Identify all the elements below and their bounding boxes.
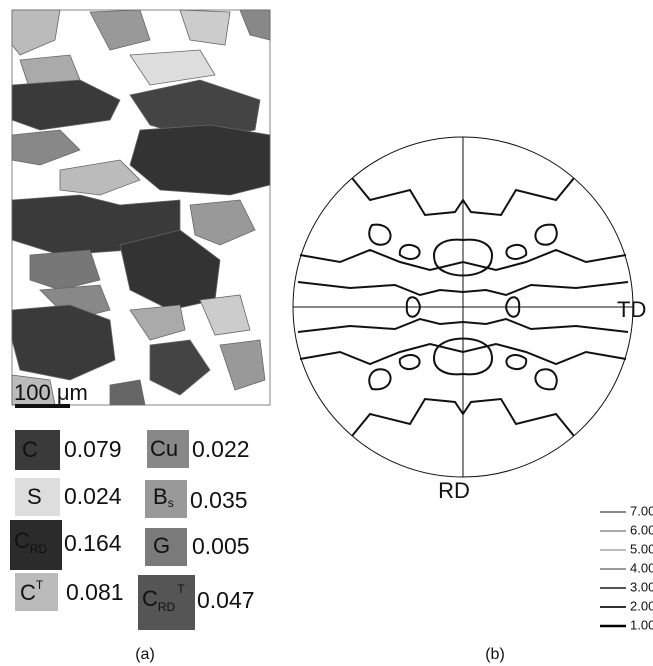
legend-value: 0.022 (192, 436, 250, 462)
text-part: RD (158, 600, 176, 614)
contour-level: 5.000 (630, 541, 653, 556)
legend-label: S (27, 484, 42, 509)
text-part: B (153, 484, 168, 509)
figure: 100 μm C 0.079 Cu 0.022 S 0.024 Bs 0.035… (0, 0, 653, 666)
legend-value: 0.047 (197, 587, 255, 613)
text-part: G (153, 533, 170, 558)
contour-level: 4.000 (630, 560, 653, 575)
legend-value: 0.005 (192, 533, 250, 559)
contour-level: 3.000 (630, 579, 653, 594)
text-part: C (142, 586, 158, 611)
ebsd-map (12, 10, 270, 405)
pole-figure (293, 137, 633, 477)
text-part: Cu (150, 436, 178, 461)
text-part: s (168, 496, 174, 510)
legend-value: 0.024 (64, 483, 122, 509)
scale-bar-label: 100 μm (14, 380, 88, 405)
text-part: S (27, 484, 42, 509)
text-part: C (22, 437, 38, 462)
contour-legend: 7.000 6.000 5.000 4.000 3.000 2.000 1.00… (600, 503, 653, 632)
text-part: RD (30, 542, 48, 556)
contour-level: 1.000 (630, 617, 653, 632)
contour-level: 7.000 (630, 503, 653, 518)
text-part: C (14, 528, 30, 553)
axis-label: RD (438, 478, 470, 503)
text-part: T (177, 582, 185, 596)
text-part: T (36, 578, 44, 592)
legend-value: 0.081 (66, 579, 124, 605)
contour-level: 2.000 (630, 598, 653, 613)
text-part: C (20, 580, 36, 605)
legend-value: 0.079 (64, 436, 122, 462)
axis-label: TD (617, 297, 646, 322)
legend-label: Cu (150, 436, 178, 461)
panel-label: (a) (135, 646, 155, 663)
panel-label: (b) (485, 646, 505, 663)
legend-value: 0.035 (190, 487, 248, 513)
legend-label: C (22, 437, 38, 462)
legend-value: 0.164 (64, 530, 122, 556)
contour-level: 6.000 (630, 522, 653, 537)
legend-label: G (153, 533, 170, 558)
